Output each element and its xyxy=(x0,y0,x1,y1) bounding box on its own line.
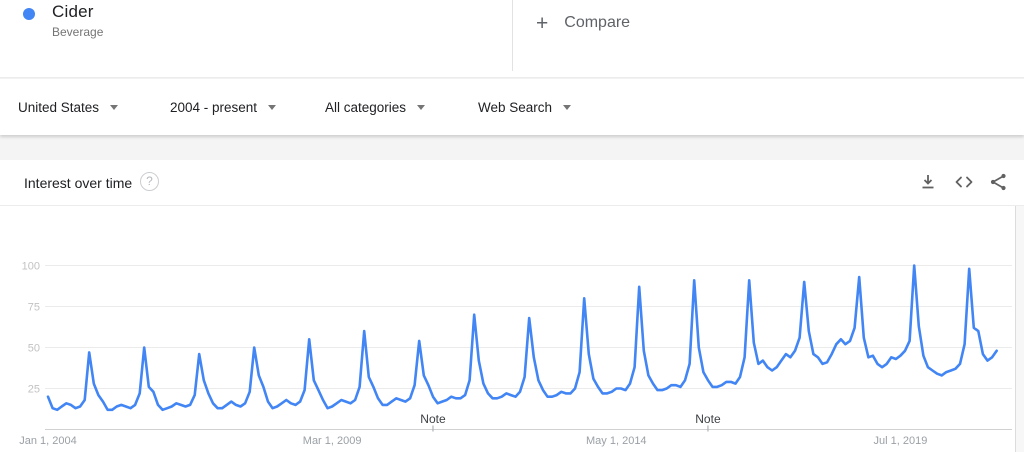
category-filter-label: All categories xyxy=(325,99,407,115)
note-marker-label[interactable]: Note xyxy=(420,412,446,426)
download-icon[interactable] xyxy=(918,172,940,192)
scrollbar-track xyxy=(1016,206,1024,452)
region-filter-dropdown[interactable]: United States xyxy=(18,79,119,135)
dropdown-caret-icon xyxy=(417,104,426,110)
search-type-filter-dropdown[interactable]: Web Search xyxy=(478,79,572,135)
category-filter-dropdown[interactable]: All categories xyxy=(325,79,426,135)
y-axis-tick-label: 100 xyxy=(22,261,40,273)
card-header: Interest over time ? xyxy=(0,160,1024,206)
x-axis-tick-label: Mar 1, 2009 xyxy=(303,435,362,447)
add-comparison-button[interactable]: + Compare xyxy=(536,0,630,46)
divider xyxy=(1015,206,1016,452)
card-title: Interest over time xyxy=(24,175,133,191)
embed-icon[interactable] xyxy=(953,172,975,192)
time-range-filter-dropdown[interactable]: 2004 - present xyxy=(170,79,277,135)
search-term-type: Beverage xyxy=(52,25,104,39)
y-axis-tick-label: 75 xyxy=(28,302,40,314)
help-icon[interactable]: ? xyxy=(140,172,159,191)
plus-icon: + xyxy=(536,11,549,35)
search-term-bar: Cider Beverage + Compare xyxy=(0,0,1024,78)
trend-line[interactable] xyxy=(46,264,999,412)
search-term-title[interactable]: Cider xyxy=(52,2,94,21)
search-type-filter-label: Web Search xyxy=(478,99,553,115)
note-marker-label[interactable]: Note xyxy=(695,412,721,426)
share-icon[interactable] xyxy=(989,172,1011,192)
x-axis-tick-label: Jan 1, 2004 xyxy=(19,435,77,447)
region-filter-label: United States xyxy=(18,99,100,115)
dropdown-caret-icon xyxy=(268,104,277,110)
legend-dot-icon xyxy=(23,8,35,20)
filter-bar: United States 2004 - present All categor… xyxy=(0,79,1024,135)
divider xyxy=(512,0,513,71)
compare-label: Compare xyxy=(564,14,631,31)
x-axis-tick-label: Jul 1, 2019 xyxy=(874,435,928,447)
dropdown-caret-icon xyxy=(563,104,572,110)
y-axis-tick-label: 25 xyxy=(28,384,40,396)
y-axis-tick-label: 50 xyxy=(28,343,40,355)
dropdown-caret-icon xyxy=(110,104,119,110)
time-range-filter-label: 2004 - present xyxy=(170,99,258,115)
x-axis-tick-label: May 1, 2014 xyxy=(586,435,647,447)
